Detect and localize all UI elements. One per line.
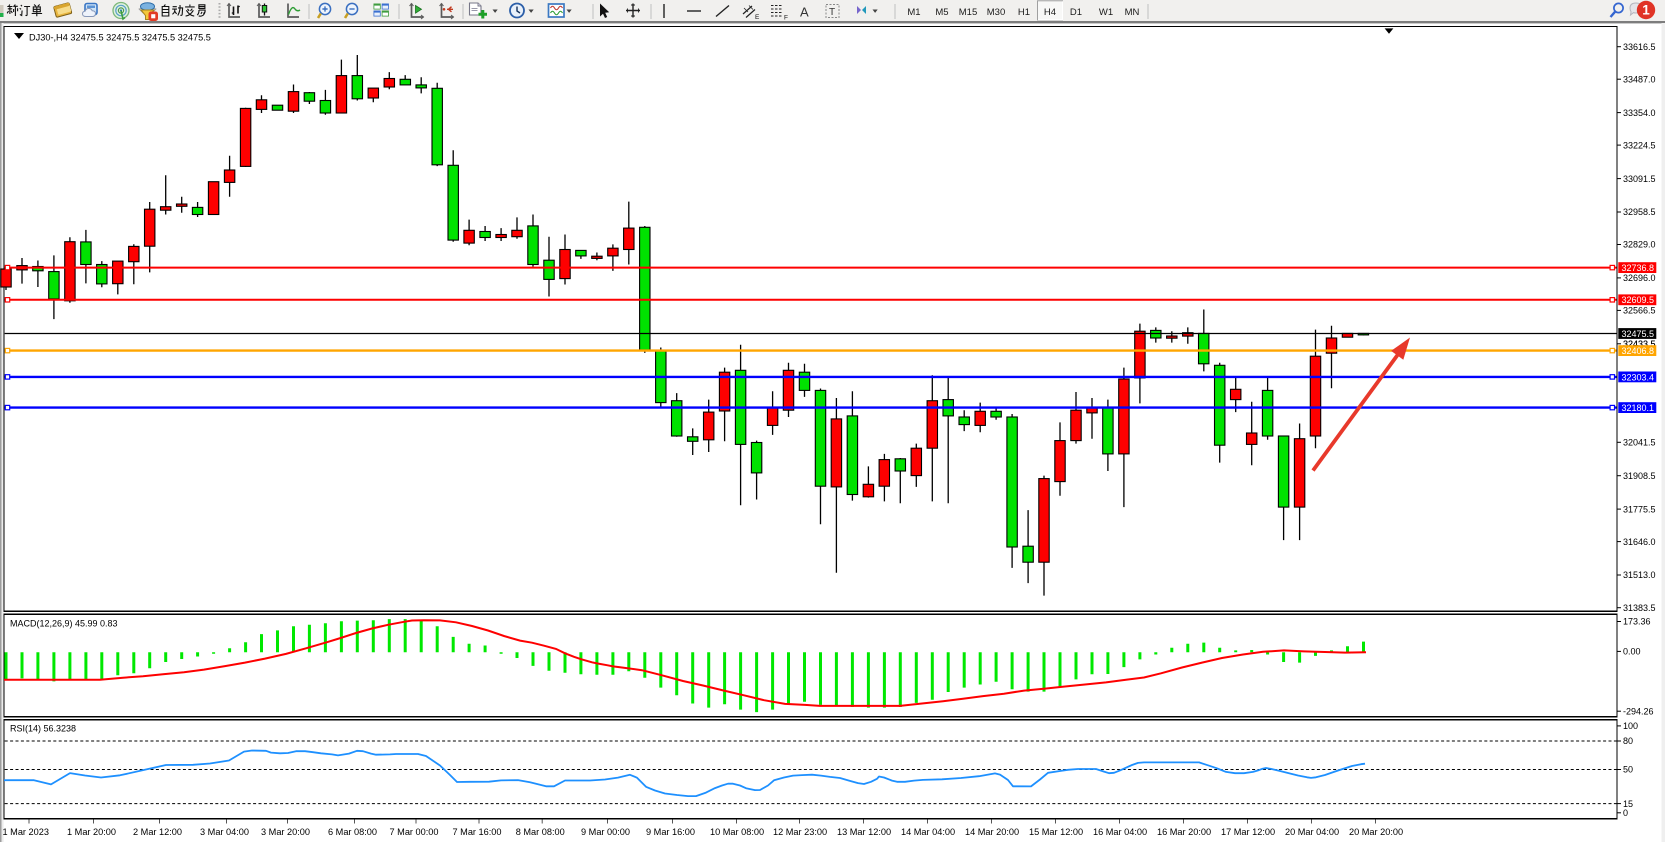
- svg-text:33224.5: 33224.5: [1623, 140, 1656, 150]
- svg-text:32041.5: 32041.5: [1623, 438, 1656, 448]
- svg-text:D1: D1: [1070, 7, 1082, 18]
- svg-text:MN: MN: [1125, 7, 1140, 18]
- svg-text:M5: M5: [935, 7, 948, 18]
- svg-text:20 Mar 20:00: 20 Mar 20:00: [1349, 827, 1403, 837]
- svg-text:32609.5: 32609.5: [1622, 295, 1655, 305]
- svg-text:32736.8: 32736.8: [1622, 263, 1655, 273]
- svg-text:32180.1: 32180.1: [1622, 403, 1655, 413]
- svg-text:1 Mar 2023: 1 Mar 2023: [3, 827, 49, 837]
- svg-text:3 Mar 20:00: 3 Mar 20:00: [261, 827, 310, 837]
- svg-text:6 Mar 08:00: 6 Mar 08:00: [328, 827, 377, 837]
- svg-text:33354.0: 33354.0: [1623, 108, 1656, 118]
- svg-text:32475.5: 32475.5: [1622, 329, 1655, 339]
- svg-text:2 Mar 12:00: 2 Mar 12:00: [133, 827, 182, 837]
- svg-text:13 Mar 12:00: 13 Mar 12:00: [837, 827, 891, 837]
- svg-text:32829.0: 32829.0: [1623, 240, 1656, 250]
- svg-text:31775.5: 31775.5: [1623, 504, 1656, 514]
- svg-text:32406.8: 32406.8: [1622, 346, 1655, 356]
- svg-text:32303.4: 32303.4: [1622, 372, 1655, 382]
- svg-text:A: A: [800, 5, 809, 20]
- svg-text:MACD(12,26,9) 45.99 0.83: MACD(12,26,9) 45.99 0.83: [10, 619, 118, 629]
- svg-text:7 Mar 00:00: 7 Mar 00:00: [390, 827, 439, 837]
- svg-text:20 Mar 04:00: 20 Mar 04:00: [1285, 827, 1339, 837]
- svg-text:50: 50: [1623, 765, 1633, 775]
- svg-text:DJ30-,H4 32475.5 32475.5 3247: DJ30-,H4 32475.5 32475.5 32475.5 32475.5: [29, 32, 211, 42]
- svg-text:33616.5: 33616.5: [1623, 42, 1656, 52]
- svg-text:M15: M15: [959, 7, 977, 18]
- svg-text:0: 0: [1623, 808, 1628, 818]
- svg-text:H4: H4: [1044, 7, 1056, 18]
- svg-text:100: 100: [1623, 721, 1638, 731]
- svg-text:173.36: 173.36: [1623, 617, 1651, 627]
- svg-text:15: 15: [1623, 799, 1633, 809]
- svg-text:H1: H1: [1018, 7, 1030, 18]
- svg-text:7 Mar 16:00: 7 Mar 16:00: [453, 827, 502, 837]
- svg-text:16 Mar 20:00: 16 Mar 20:00: [1157, 827, 1211, 837]
- svg-text:31383.5: 31383.5: [1623, 603, 1656, 613]
- svg-text:E: E: [755, 14, 760, 21]
- svg-text:F: F: [784, 15, 788, 22]
- svg-text:-294.26: -294.26: [1623, 706, 1654, 716]
- svg-text:8 Mar 08:00: 8 Mar 08:00: [516, 827, 565, 837]
- svg-text:32433.5: 32433.5: [1623, 339, 1656, 349]
- svg-text:M30: M30: [987, 7, 1005, 18]
- svg-text:32566.5: 32566.5: [1623, 306, 1656, 316]
- svg-text:0.00: 0.00: [1623, 647, 1641, 657]
- svg-text:80: 80: [1623, 736, 1633, 746]
- svg-text:T: T: [829, 7, 835, 18]
- svg-text:W1: W1: [1099, 7, 1113, 18]
- svg-text:16 Mar 04:00: 16 Mar 04:00: [1093, 827, 1147, 837]
- svg-text:14 Mar 04:00: 14 Mar 04:00: [901, 827, 955, 837]
- svg-text:M1: M1: [907, 7, 920, 18]
- svg-text:14 Mar 20:00: 14 Mar 20:00: [965, 827, 1019, 837]
- svg-text:31513.0: 31513.0: [1623, 570, 1656, 580]
- svg-text:12 Mar 23:00: 12 Mar 23:00: [773, 827, 827, 837]
- svg-text:32696.0: 32696.0: [1623, 273, 1656, 283]
- svg-text:31908.5: 31908.5: [1623, 471, 1656, 481]
- svg-text:31646.0: 31646.0: [1623, 537, 1656, 547]
- svg-text:17 Mar 12:00: 17 Mar 12:00: [1221, 827, 1275, 837]
- svg-text:1 Mar 20:00: 1 Mar 20:00: [67, 827, 116, 837]
- svg-text:32958.5: 32958.5: [1623, 207, 1656, 217]
- svg-text:3 Mar 04:00: 3 Mar 04:00: [200, 827, 249, 837]
- svg-text:10 Mar 08:00: 10 Mar 08:00: [710, 827, 764, 837]
- svg-text:33091.5: 33091.5: [1623, 174, 1656, 184]
- svg-text:15 Mar 12:00: 15 Mar 12:00: [1029, 827, 1083, 837]
- svg-text:RSI(14) 56.3238: RSI(14) 56.3238: [10, 724, 76, 734]
- svg-text:9 Mar 00:00: 9 Mar 00:00: [581, 827, 630, 837]
- svg-text:32433.5: 32433.5: [1623, 339, 1656, 349]
- svg-text:33487.0: 33487.0: [1623, 74, 1656, 84]
- svg-text:9 Mar 16:00: 9 Mar 16:00: [646, 827, 695, 837]
- svg-text:1: 1: [1642, 3, 1650, 18]
